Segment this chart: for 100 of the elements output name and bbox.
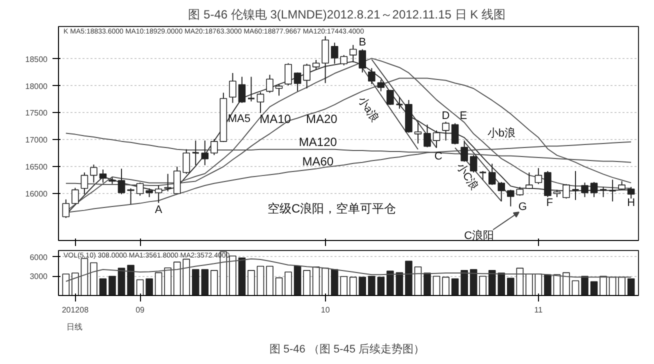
text: 日线 <box>66 322 82 332</box>
x-tick-label: 10 <box>320 306 330 314</box>
bar <box>627 278 635 296</box>
candlestick <box>72 187 79 205</box>
annotation: B <box>358 36 366 48</box>
candlestick <box>90 164 98 184</box>
candlestick <box>238 76 246 104</box>
bar <box>581 276 588 296</box>
bar <box>312 266 320 296</box>
bar <box>460 270 468 296</box>
candlestick <box>164 173 172 192</box>
annotation: F <box>546 196 554 209</box>
bar <box>590 281 598 296</box>
line-series <box>65 258 632 282</box>
annotation: C <box>434 150 442 163</box>
candlestick <box>136 182 144 196</box>
annotation: E <box>460 110 468 122</box>
bar <box>108 276 116 296</box>
bar <box>516 268 524 296</box>
bar <box>80 258 88 296</box>
candlestick <box>229 72 236 104</box>
candlestick <box>294 72 302 92</box>
bar <box>544 274 552 296</box>
candlestick <box>358 48 366 73</box>
x-tick-label: 09 <box>136 306 146 314</box>
annotation: H <box>627 196 636 209</box>
bar <box>256 266 264 296</box>
annotation: 空级C浪阳，空单可平仓 <box>267 201 396 216</box>
bar <box>154 272 162 296</box>
bar <box>507 278 514 296</box>
bar <box>294 266 302 296</box>
bar <box>99 278 107 296</box>
bar <box>608 276 616 296</box>
candlestick <box>526 172 533 190</box>
annotation: G <box>518 201 527 214</box>
candlestick <box>210 138 218 156</box>
annotation: A <box>154 204 163 216</box>
candlestick <box>432 130 440 148</box>
candlestick <box>544 170 552 198</box>
bar <box>146 278 153 296</box>
annotation: MA5 <box>228 112 250 125</box>
bar <box>164 267 172 296</box>
bar <box>248 270 255 296</box>
annotation: MA120 <box>298 134 338 149</box>
bar <box>451 278 459 296</box>
annotation: C浪阳 <box>464 229 494 242</box>
bar <box>470 269 478 296</box>
annotation: D <box>442 110 450 122</box>
candlestick <box>581 182 588 198</box>
candlestick <box>451 122 459 145</box>
candlestick <box>322 36 329 84</box>
candlestick <box>349 44 357 63</box>
candlestick <box>275 84 283 96</box>
candlestick <box>608 179 617 202</box>
candlestick <box>247 76 256 102</box>
y-tick-label: 16000 <box>25 190 48 199</box>
y-tick-label: 6000 <box>30 252 48 262</box>
candlestick <box>460 140 468 162</box>
candlestick <box>377 79 385 92</box>
annotation: MA20 <box>306 112 338 126</box>
y-tick-label: 17000 <box>25 136 48 145</box>
bar <box>266 266 274 296</box>
candlestick <box>118 168 126 195</box>
bar <box>173 262 181 296</box>
candlestick <box>562 184 570 200</box>
annotation: 小C浪 <box>454 160 482 193</box>
bar <box>618 276 626 296</box>
annotation: MA10 <box>260 112 292 126</box>
bar <box>330 269 338 296</box>
bar <box>358 276 366 296</box>
candlestick <box>442 121 450 142</box>
candlestick <box>173 166 181 195</box>
candlestick <box>627 186 635 200</box>
bar <box>386 270 394 296</box>
candlestick <box>534 168 542 185</box>
candlestick <box>154 184 162 204</box>
annotation: 小b浪 <box>487 126 516 140</box>
bar <box>72 272 79 296</box>
candlestick <box>386 89 394 106</box>
candlestick <box>572 170 580 201</box>
bar <box>572 280 580 296</box>
candlestick <box>284 62 292 86</box>
y-tick-label: 16500 <box>25 162 48 172</box>
bar <box>479 276 486 296</box>
candlestick <box>312 59 320 70</box>
bar <box>210 270 218 296</box>
bar <box>229 256 236 296</box>
bar <box>90 262 98 296</box>
bar <box>127 264 134 296</box>
candlestick <box>182 148 190 174</box>
bar <box>275 277 283 296</box>
x-tick-label: 11 <box>534 306 544 314</box>
bar <box>182 258 190 296</box>
candlestick <box>62 198 70 218</box>
candlestick <box>424 124 431 148</box>
bar <box>442 276 450 296</box>
bar <box>118 268 126 296</box>
bar <box>136 279 144 296</box>
candlestick <box>127 188 134 205</box>
bar <box>432 276 440 296</box>
